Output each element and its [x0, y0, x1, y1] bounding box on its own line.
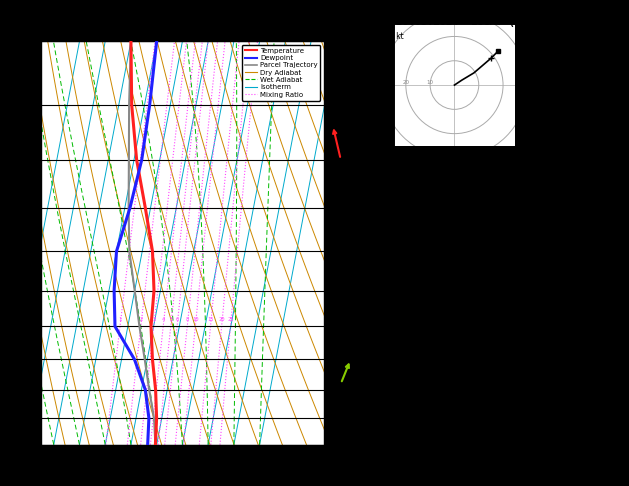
- Text: 550: 550: [603, 367, 620, 376]
- Text: -4: -4: [334, 332, 343, 341]
- Text: 11: 11: [609, 289, 620, 298]
- Text: 0: 0: [614, 309, 620, 318]
- Text: CAPE (J): CAPE (J): [390, 309, 433, 318]
- Text: 4: 4: [162, 317, 165, 322]
- Text: -LCL: -LCL: [334, 427, 353, 436]
- Text: θᴇ(K): θᴇ(K): [390, 270, 417, 279]
- Text: 1: 1: [119, 317, 122, 322]
- Text: 5: 5: [169, 317, 172, 322]
- Text: 0: 0: [614, 425, 620, 434]
- Text: 0: 0: [614, 445, 620, 454]
- Text: -0.5: -0.5: [598, 231, 620, 240]
- Text: 3: 3: [152, 317, 155, 322]
- Text: Most Unstable: Most Unstable: [470, 347, 540, 357]
- Text: 20: 20: [218, 317, 225, 322]
- Text: -9999: -9999: [593, 173, 620, 182]
- Text: 299: 299: [603, 270, 620, 279]
- Text: © weatheronline.co.uk: © weatheronline.co.uk: [452, 471, 557, 480]
- Text: 20: 20: [403, 80, 409, 85]
- Text: -7: -7: [334, 155, 343, 164]
- X-axis label: Dewpoint / Temperature (°C): Dewpoint / Temperature (°C): [103, 470, 262, 480]
- Text: -5: -5: [334, 271, 343, 280]
- Text: -2: -2: [609, 484, 620, 486]
- Text: 26.05.2024  18GMT (Base: 06): 26.05.2024 18GMT (Base: 06): [396, 17, 571, 27]
- Text: -3: -3: [334, 380, 343, 388]
- Text: 0: 0: [614, 328, 620, 337]
- Text: Lifted Index: Lifted Index: [390, 289, 455, 298]
- Text: Pressure (mb): Pressure (mb): [390, 367, 460, 376]
- Text: 0.42: 0.42: [598, 192, 620, 201]
- Text: 307: 307: [603, 386, 620, 396]
- Text: kt: kt: [395, 32, 404, 41]
- Text: Totals Totals: Totals Totals: [390, 173, 460, 182]
- Text: 2: 2: [140, 317, 143, 322]
- Text: -3.5: -3.5: [598, 250, 620, 260]
- Text: 25: 25: [228, 317, 234, 322]
- Text: θᴇ (K): θᴇ (K): [390, 386, 422, 396]
- Text: CIN (J): CIN (J): [390, 445, 428, 454]
- Text: 6: 6: [175, 317, 179, 322]
- Text: -9999: -9999: [593, 153, 620, 162]
- Text: Hodograph: Hodograph: [481, 464, 529, 473]
- Text: EH: EH: [390, 484, 401, 486]
- Text: CAPE (J): CAPE (J): [390, 425, 433, 434]
- Text: 18: 18: [609, 406, 620, 415]
- Text: CIN (J): CIN (J): [390, 328, 428, 337]
- Text: 10: 10: [426, 80, 433, 85]
- Text: 8: 8: [186, 317, 189, 322]
- Text: Surface: Surface: [486, 211, 523, 221]
- Text: Lifted Index: Lifted Index: [390, 406, 455, 415]
- Text: Mixing Ratio (g/kg): Mixing Ratio (g/kg): [348, 199, 357, 287]
- Text: Temp (°C): Temp (°C): [390, 231, 438, 240]
- Text: -8: -8: [334, 37, 343, 46]
- Text: PW (cm): PW (cm): [390, 192, 428, 201]
- Text: K: K: [390, 153, 396, 162]
- Text: Dewp (°C): Dewp (°C): [390, 250, 438, 260]
- Text: 10: 10: [192, 317, 199, 322]
- Text: 15: 15: [208, 317, 214, 322]
- Text: -6: -6: [334, 217, 343, 226]
- Legend: Temperature, Dewpoint, Parcel Trajectory, Dry Adiabat, Wet Adiabat, Isotherm, Mi: Temperature, Dewpoint, Parcel Trajectory…: [242, 45, 320, 101]
